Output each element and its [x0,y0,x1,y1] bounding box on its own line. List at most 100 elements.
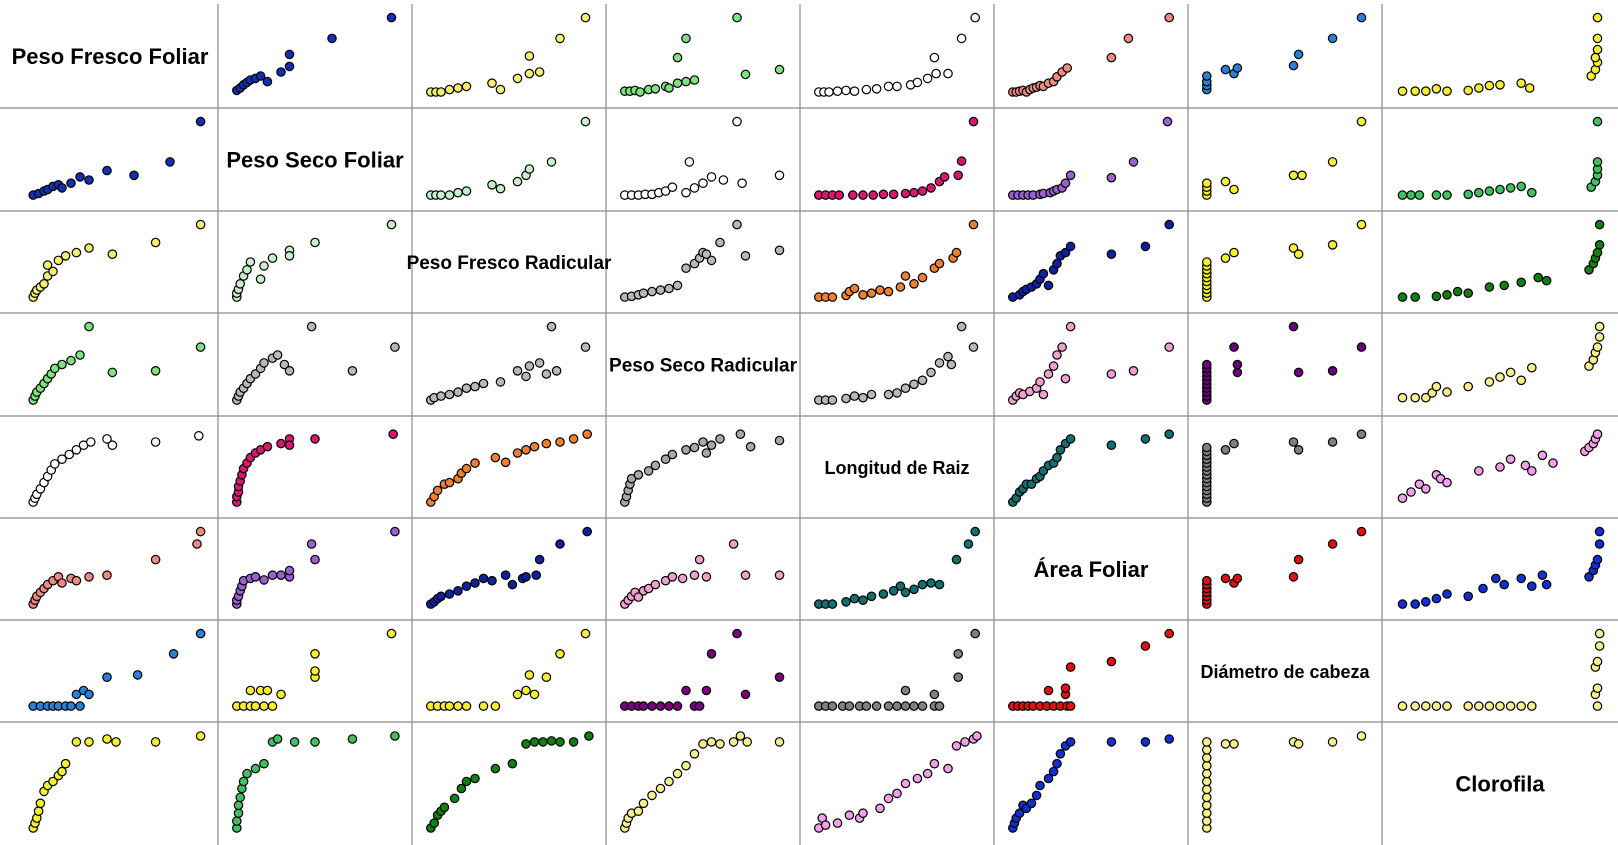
data-point [500,457,511,468]
data-point [1516,375,1526,386]
data-point [1537,450,1548,461]
scatter-panel [425,731,594,833]
data-point [892,388,902,398]
data-point [555,648,565,659]
data-point [883,286,894,297]
data-point [1431,381,1442,392]
data-point [66,178,76,188]
data-point [1327,240,1338,250]
data-point [568,737,579,747]
data-point [233,808,244,818]
data-point [259,758,269,769]
data-point [917,186,928,196]
data-point [849,283,860,294]
data-point [647,286,657,297]
scatter-panel [1202,731,1367,833]
data-point [84,689,94,700]
data-point [1356,342,1367,352]
data-point [259,358,269,368]
data-point [57,183,67,193]
diagonal-label: Peso Fresco Foliar [12,44,209,69]
data-point [774,64,785,75]
data-point [284,440,295,450]
data-point [84,175,94,185]
data-point [681,263,691,273]
diagonal-label: Peso Seco Foliar [226,147,404,172]
data-point [1421,701,1431,711]
data-point [1594,219,1605,230]
scatter-panel [425,429,592,507]
data-point [1293,554,1304,565]
data-point [968,342,979,352]
data-point [650,579,661,590]
data-point [1406,190,1416,200]
data-point [262,441,273,452]
data-point [1478,583,1488,594]
panel-grid [0,4,1618,845]
data-point [150,737,161,747]
data-point [84,321,94,332]
data-point [934,701,945,711]
data-point [66,701,76,711]
data-point [541,672,552,682]
data-point [490,763,501,774]
data-point [512,689,523,700]
data-point [84,571,94,582]
data-point [534,358,545,368]
data-point [1057,342,1067,352]
data-point [1043,773,1054,784]
data-point [1202,752,1212,763]
data-point [1406,487,1416,497]
data-point [689,570,700,580]
data-point [57,359,67,370]
data-point [531,570,541,580]
data-point [107,440,118,450]
data-point [1220,253,1231,263]
data-point [1052,452,1062,463]
data-point [633,592,644,602]
data-point [834,190,844,200]
data-point [582,429,592,439]
data-point [1592,342,1603,352]
data-point [926,183,936,193]
data-point [555,33,565,44]
scatter-panel [1397,429,1603,503]
data-point [1527,701,1537,711]
data-point [1410,86,1420,96]
data-point [1592,157,1603,167]
scatter-panel [1397,526,1605,609]
data-point [1516,701,1526,711]
data-point [250,763,261,774]
data-point [1327,365,1338,376]
data-point [922,73,933,84]
data-point [1202,768,1212,779]
data-point [1397,292,1408,302]
scatter-panel [28,116,206,200]
data-point [478,378,489,389]
data-point [490,701,501,711]
data-point [1516,78,1526,88]
data-point [495,377,506,387]
data-point [909,584,919,595]
data-point [951,554,962,565]
data-point [664,83,674,93]
data-point [1202,776,1212,787]
data-point [647,701,657,711]
data-point [1484,377,1495,387]
data-point [1014,808,1025,818]
scatter-panel [1397,219,1605,302]
data-point [1106,440,1117,450]
data-point [827,701,838,711]
data-point [1220,64,1231,75]
data-point [667,449,678,460]
data-point [580,628,591,639]
data-point [195,219,206,230]
data-point [858,392,868,403]
data-point [900,383,911,393]
data-point [900,188,911,199]
data-point [1356,526,1367,537]
data-point [529,441,540,452]
data-point [1202,760,1212,771]
data-point [701,249,712,259]
data-point [580,12,591,23]
